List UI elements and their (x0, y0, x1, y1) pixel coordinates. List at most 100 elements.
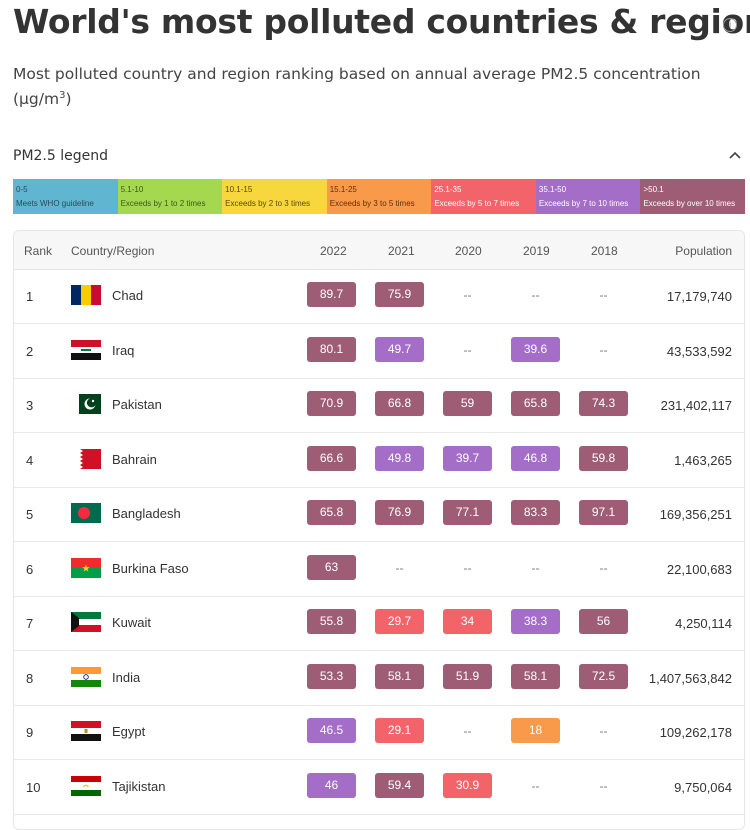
table-row[interactable]: 1 Chad 89.7 75.9 -- -- -- 17,179,740 (14, 269, 744, 324)
legend-range: 35.1-50 (538, 185, 567, 194)
pm25-value-badge: 66.6 (307, 445, 356, 471)
table-row[interactable]: 3 Pakistan 70.9 66.8 59 65.8 74.3 231,402,117 (14, 378, 744, 433)
table-row[interactable]: 9 Egypt 46.5 29.1 -- 18 -- 109,262,178 (14, 705, 744, 760)
pm25-value-badge: 65.8 (511, 391, 560, 416)
legend-label: Meets WHO guideline (16, 199, 94, 208)
egypt-flag-icon (71, 721, 101, 741)
legend-segment: 35.1-50 Exceeds by 7 to 10 times (535, 179, 641, 214)
header-2022[interactable]: 2022 (320, 244, 347, 258)
pm25-value-badge: 97.1 (579, 500, 628, 525)
rank-cell: 8 (26, 670, 34, 686)
pm25-value-badge: 39.7 (443, 445, 492, 471)
legend-range: 0-5 (16, 185, 28, 194)
pm25-value-badge: 83.3 (511, 500, 560, 525)
pm25-value-badge: 29.1 (375, 718, 424, 743)
empty-value: -- (531, 560, 540, 575)
pm25-value-badge: 59 (443, 391, 492, 416)
country-link[interactable]: India (112, 669, 141, 685)
legend-label: Exceeds by 2 to 3 times (225, 199, 311, 208)
header-population[interactable]: Population (675, 244, 732, 258)
legend-label: Exceeds by 3 to 5 times (329, 199, 415, 208)
country-link[interactable]: Bahrain (112, 451, 157, 467)
country-link[interactable]: Pakistan (112, 397, 162, 412)
population-cell: 9,750,064 (674, 779, 732, 795)
header-rank[interactable]: Rank (24, 244, 53, 258)
rank-cell: 9 (26, 725, 34, 740)
population-cell: 17,179,740 (666, 289, 732, 304)
empty-value: -- (599, 342, 608, 357)
pm25-value-badge: 80.1 (307, 336, 356, 362)
country-link[interactable]: Tajikistan (112, 778, 166, 794)
iraq-flag-icon (71, 339, 101, 360)
header-country[interactable]: Country/Region (71, 244, 155, 258)
empty-value: -- (463, 342, 472, 357)
rank-cell: 7 (26, 616, 34, 631)
pm25-legend-bar: 0-5 Meets WHO guideline 5.1-10 Exceeds by 1… (13, 179, 746, 214)
population-cell: 109,262,178 (659, 725, 732, 740)
legend-segment: >50.1 Exceeds by over 10 times (640, 179, 746, 214)
pm25-value-badge: 74.3 (579, 391, 628, 416)
ranking-table: Rank Country/Region 2022 2021 2020 2019 … (13, 230, 745, 830)
pm25-value-badge: 51.9 (443, 663, 492, 689)
empty-value: -- (463, 560, 472, 575)
pm25-value-badge: 49.7 (375, 336, 424, 362)
population-cell: 1,407,563,842 (648, 670, 732, 686)
header-2019[interactable]: 2019 (523, 244, 550, 258)
pm25-value-badge: 29.7 (375, 609, 424, 634)
pm25-value-badge: 58.1 (511, 663, 560, 689)
pm25-value-badge: 59.8 (579, 445, 628, 471)
pakistan-flag-icon (71, 394, 101, 414)
pm25-value-badge: 56 (579, 609, 628, 634)
pm25-value-badge: 76.9 (375, 500, 424, 525)
empty-value: -- (531, 288, 540, 302)
tajikistan-flag-icon (71, 775, 101, 796)
pm25-value-badge: 58.1 (375, 663, 424, 689)
empty-value: -- (395, 560, 404, 575)
header-2018[interactable]: 2018 (591, 244, 618, 258)
table-header: Rank Country/Region 2022 2021 2020 2019 … (14, 231, 744, 270)
pm25-value-badge: 30.9 (443, 772, 492, 798)
chad-flag-icon (71, 285, 101, 305)
country-link[interactable]: Egypt (112, 724, 146, 739)
table-row[interactable]: 4 Bahrain 66.6 49.8 39.7 46.8 59.8 1,463,265 (14, 433, 744, 488)
empty-value: -- (599, 778, 608, 793)
empty-value: -- (463, 724, 472, 738)
country-link[interactable]: Iraq (112, 342, 135, 358)
legend-range: >50.1 (643, 185, 664, 194)
rank-cell: 1 (26, 289, 34, 304)
pm25-value-badge: 38.3 (511, 609, 560, 634)
page-title: World's most polluted countries & region… (13, 2, 750, 41)
country-link[interactable]: Kuwait (112, 615, 152, 630)
table-row[interactable]: 8 India 53.3 58.1 51.9 58.1 72.5 1,407,563,842 (14, 651, 744, 706)
legend-title: PM2.5 legend (13, 148, 108, 164)
pm25-value-badge: 55.8 (307, 609, 356, 634)
pm25-value-badge: 59.4 (375, 772, 424, 798)
table-row[interactable]: 2 Iraq 80.1 49.7 -- 39.6 -- 43,533,592 (14, 324, 744, 379)
population-cell: 231,402,117 (660, 398, 732, 413)
chevron-up-icon[interactable] (728, 150, 742, 160)
legend-range: 15.1-25 (329, 185, 357, 194)
header-2020[interactable]: 2020 (455, 244, 482, 258)
legend-segment: 25.1-35 Exceeds by 5 to 7 times (431, 179, 536, 214)
pm25-value-badge: 46.5 (307, 718, 356, 743)
legend-label: Exceeds by 7 to 10 times (538, 199, 629, 208)
table-row[interactable]: 7 Kuwait 55.8 29.7 34 38.3 56 4,250,114 (14, 596, 744, 651)
legend-segment: 10.1-15 Exceeds by 2 to 3 times (222, 179, 327, 214)
table-row[interactable]: 10 Tajikistan 46 59.4 30.9 -- -- 9,750,064 (14, 760, 744, 815)
page-subtitle: Most polluted country and region ranking… (13, 65, 701, 109)
country-link[interactable]: Burkina Faso (112, 560, 189, 576)
table-row[interactable]: 6 Burkina Faso 63 -- -- -- -- 22,100,683 (14, 542, 744, 597)
pm25-value-badge: 49.8 (375, 445, 424, 471)
population-cell: 169,356,251 (659, 507, 732, 522)
country-link[interactable]: Chad (112, 288, 144, 303)
empty-value: -- (599, 724, 608, 738)
info-icon[interactable]: i (723, 18, 737, 32)
header-2021[interactable]: 2021 (388, 244, 415, 258)
country-link[interactable]: Bangladesh (112, 506, 181, 521)
pm25-value-badge: 70.9 (307, 391, 356, 416)
rank-cell: 4 (26, 452, 34, 468)
bangladesh-flag-icon (71, 503, 101, 523)
table-row[interactable]: 5 Bangladesh 65.8 76.9 77.1 83.3 97.1 169,356,2… (14, 487, 744, 542)
pm25-value-badge: 46 (307, 772, 356, 798)
pm25-value-badge: 77.1 (443, 500, 492, 525)
